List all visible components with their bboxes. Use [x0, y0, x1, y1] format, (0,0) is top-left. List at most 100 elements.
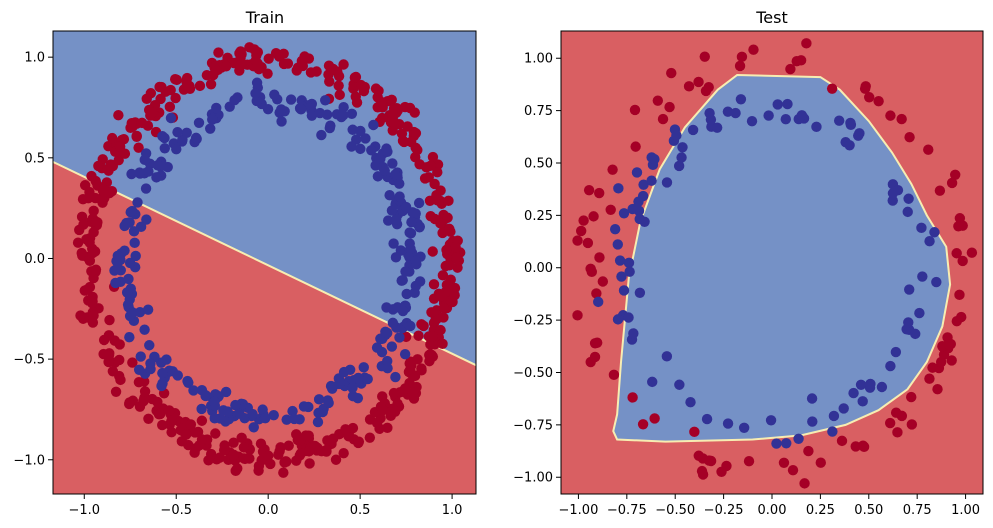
red-point — [826, 83, 838, 94]
blue-point — [827, 426, 838, 437]
red-point — [127, 357, 138, 368]
red-point — [282, 58, 294, 69]
red-point — [957, 255, 968, 267]
x-tick-label: −1.0 — [68, 503, 100, 518]
blue-point — [250, 88, 261, 99]
red-point — [305, 67, 317, 78]
red-point — [203, 455, 214, 466]
red-point — [923, 144, 934, 155]
blue-point — [916, 222, 927, 234]
red-point — [255, 438, 267, 449]
blue-point — [929, 227, 940, 238]
blue-point — [400, 201, 412, 213]
red-point — [196, 415, 208, 426]
blue-point — [931, 276, 942, 288]
blue-point — [347, 124, 358, 135]
blue-point — [410, 255, 422, 267]
blue-point — [661, 177, 673, 188]
blue-point — [677, 142, 688, 153]
red-point — [353, 436, 365, 447]
red-point — [927, 362, 938, 373]
red-point — [250, 55, 261, 66]
red-point — [104, 187, 115, 199]
red-point — [350, 71, 362, 83]
red-point — [292, 434, 303, 446]
y-tick-label: 0.5 — [24, 151, 45, 166]
red-point — [118, 133, 130, 145]
red-point — [141, 93, 152, 105]
red-point — [950, 169, 961, 181]
blue-point — [771, 438, 782, 449]
red-point — [87, 317, 99, 328]
red-point — [426, 307, 437, 318]
blue-point — [142, 304, 154, 315]
blue-point — [782, 98, 793, 110]
red-point — [76, 247, 87, 259]
blue-point — [209, 396, 220, 408]
red-point — [292, 62, 304, 73]
red-point — [787, 464, 799, 476]
blue-point — [337, 110, 349, 121]
blue-point — [124, 217, 135, 228]
train-plot: Train −1.0 −0.5 0.0 0.5 1.0 −1.0 −0.5 0.0 0.5 1.… — [13, 8, 477, 518]
red-point — [906, 419, 918, 430]
blue-point — [397, 274, 408, 286]
red-point — [951, 316, 963, 327]
red-point — [280, 456, 291, 467]
blue-point — [903, 193, 914, 204]
blue-point — [230, 399, 241, 411]
red-point — [429, 213, 441, 225]
blue-point — [234, 408, 245, 419]
red-point — [377, 404, 389, 416]
red-point — [924, 373, 935, 384]
red-point — [139, 386, 151, 397]
blue-point — [671, 130, 682, 141]
blue-point — [323, 397, 334, 409]
y-tick-label: −0.50 — [513, 366, 553, 381]
red-point — [703, 82, 714, 93]
blue-point — [132, 197, 143, 208]
blue-point — [793, 433, 804, 444]
red-point — [884, 417, 896, 429]
red-point — [169, 74, 181, 85]
red-point — [185, 419, 197, 430]
blue-point — [321, 109, 333, 120]
red-point — [652, 95, 664, 106]
blue-point — [853, 130, 864, 141]
blue-point — [765, 415, 777, 426]
red-point — [586, 266, 598, 278]
red-point — [205, 79, 217, 90]
blue-point — [623, 257, 635, 269]
red-point — [304, 458, 315, 469]
blue-point — [855, 379, 867, 390]
red-point — [932, 384, 943, 395]
red-point — [410, 128, 422, 139]
blue-point — [196, 385, 208, 396]
blue-point — [649, 153, 660, 165]
blue-point — [313, 407, 324, 419]
blue-point — [738, 422, 750, 434]
blue-point — [133, 364, 145, 376]
blue-point — [399, 348, 411, 360]
blue-point — [347, 382, 358, 393]
red-point — [934, 185, 946, 196]
blue-point — [110, 277, 121, 289]
red-point — [249, 44, 260, 55]
blue-point — [276, 104, 287, 115]
blue-point — [781, 438, 792, 449]
blue-point — [387, 317, 399, 329]
red-point — [170, 92, 181, 104]
red-point — [427, 331, 438, 342]
x-tick-label: −0.5 — [160, 503, 192, 518]
red-point — [427, 246, 438, 257]
red-point — [86, 297, 98, 309]
red-point — [748, 44, 759, 55]
red-point — [407, 387, 419, 398]
blue-point — [763, 110, 774, 121]
red-point — [78, 219, 89, 230]
blue-point — [145, 358, 156, 369]
train-x-axis: −1.0 −0.5 0.0 0.5 1.0 — [68, 494, 462, 518]
red-point — [435, 324, 446, 336]
blue-point — [390, 252, 402, 263]
red-point — [858, 441, 870, 453]
